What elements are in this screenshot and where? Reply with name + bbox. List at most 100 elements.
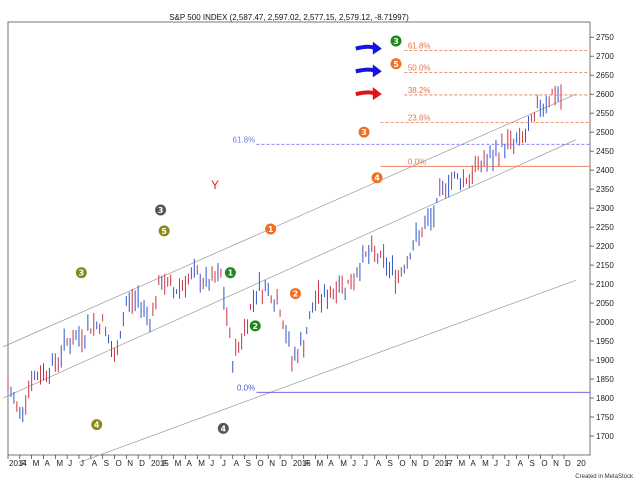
wave-label-circle [265, 223, 277, 235]
x-tick-label: D [565, 459, 571, 468]
x-tick-label: J [80, 459, 84, 468]
x-tick-label: N [269, 459, 275, 468]
wave-label: 3 [393, 37, 399, 46]
x-tick-label: J [210, 459, 214, 468]
wave-label: 2 [252, 322, 258, 331]
x-tick-label: O [399, 459, 405, 468]
x-tick-label: N [411, 459, 417, 468]
wave-label: 1 [228, 269, 234, 278]
x-tick-label: J [494, 459, 498, 468]
fib-level-label: 0.0% [408, 157, 426, 166]
wave-label-circle [75, 267, 87, 279]
y-tick-label: 2500 [596, 128, 614, 137]
wave-label-circle [224, 267, 236, 279]
x-tick-label: A [328, 459, 334, 468]
wave-label-circle [91, 419, 103, 431]
arrows [355, 41, 382, 101]
y-tick-label: 2450 [596, 147, 614, 156]
center-label: Y [211, 178, 219, 192]
x-tick-label: O [115, 459, 121, 468]
x-tick-label: M [340, 459, 347, 468]
wave-label-circle [390, 35, 402, 47]
y-tick-label: 2300 [596, 204, 614, 213]
fib-level-label: 61.8% [408, 41, 431, 50]
x-tick-label: J [506, 459, 510, 468]
x-tick-label: A [470, 459, 476, 468]
channel-line-3 [78, 279, 576, 463]
y-tick-label: 2750 [596, 33, 614, 42]
channel-line-2 [3, 139, 576, 399]
fib-level-label: 23.6% [408, 114, 431, 123]
wave-label-circle [217, 422, 229, 434]
x-tick-label: 2014 [9, 459, 27, 468]
x-tick-label: S [246, 459, 251, 468]
y-tick-label: 1750 [596, 413, 614, 422]
y-tick-label: 2400 [596, 166, 614, 175]
y-axis: 1700 1750 1800 1850 1900 1950 2000 2050 2100 2150… [590, 33, 614, 441]
x-tick-label: A [44, 459, 50, 468]
x-tick-label: N [127, 459, 133, 468]
price-bars [7, 84, 562, 423]
wave-label: 3 [361, 128, 367, 137]
x-tick-label: D [423, 459, 429, 468]
arrow-head [372, 64, 382, 78]
arrow-head [372, 87, 382, 101]
wave-label-circle [158, 225, 170, 237]
x-tick-label: O [541, 459, 547, 468]
wave-label: 4 [374, 174, 380, 183]
arrow-head [372, 41, 382, 55]
x-tick-label: M [459, 459, 466, 468]
x-tick-label: M [198, 459, 205, 468]
x-tick-label: J [352, 459, 356, 468]
x-tick-label: D [139, 459, 145, 468]
arrow-shaft [355, 67, 375, 74]
x-tick-label: M [482, 459, 489, 468]
wave-label: 1 [268, 225, 274, 234]
fib-level-label: 61.8% [233, 135, 256, 144]
y-tick-label: 2050 [596, 299, 614, 308]
fib-level-label: 0.0% [237, 383, 255, 392]
fib-levels: 61.8% 50.0% 38.2% 23.6% 0.0% 61.8% 0.0% [233, 41, 590, 393]
wave-label-circle [155, 204, 167, 216]
x-tick-label: A [92, 459, 98, 468]
x-tick-label: A [518, 459, 524, 468]
wave-label-circle [289, 288, 301, 300]
y-tick-label: 2150 [596, 261, 614, 270]
y-tick-label: 2100 [596, 280, 614, 289]
x-tick-label: S [388, 459, 393, 468]
plot-frame [7, 21, 591, 456]
footer-credit: Created in MetaStock [575, 474, 634, 480]
x-tick-label: 2017 [435, 459, 453, 468]
y-tick-label: 2000 [596, 318, 614, 327]
fib-level-label: 38.2% [408, 86, 431, 95]
wave-label: 3 [158, 206, 164, 215]
y-tick-label: 2650 [596, 71, 614, 80]
wave-label: 4 [221, 424, 227, 433]
arrow-shaft [355, 90, 375, 97]
fib-level-label: 50.0% [408, 64, 431, 73]
x-tick-label: M [175, 459, 182, 468]
y-tick-label: 1950 [596, 337, 614, 346]
x-tick-label: O [257, 459, 263, 468]
wave-label: 5 [161, 227, 167, 236]
wave-label: 4 [94, 421, 100, 430]
wave-label-circle [249, 320, 261, 332]
y-tick-label: 2250 [596, 223, 614, 232]
x-tick-label: F [21, 459, 26, 468]
y-tick-label: 1700 [596, 432, 614, 441]
x-tick-label: F [305, 459, 310, 468]
x-tick-label: D [281, 459, 287, 468]
x-tick-label: S [104, 459, 109, 468]
x-tick-label: J [222, 459, 226, 468]
wave-label-circle [358, 126, 370, 138]
y-tick-label: 1900 [596, 356, 614, 365]
wave-label: 3 [79, 269, 85, 278]
x-tick-label: 2015 [151, 459, 169, 468]
x-tick-label: N [553, 459, 559, 468]
x-tick-label: 2016 [293, 459, 311, 468]
wave-label-circle [390, 58, 402, 70]
arrow-shaft [355, 44, 375, 51]
x-tick-label: M [56, 459, 63, 468]
x-tick-label: A [186, 459, 192, 468]
